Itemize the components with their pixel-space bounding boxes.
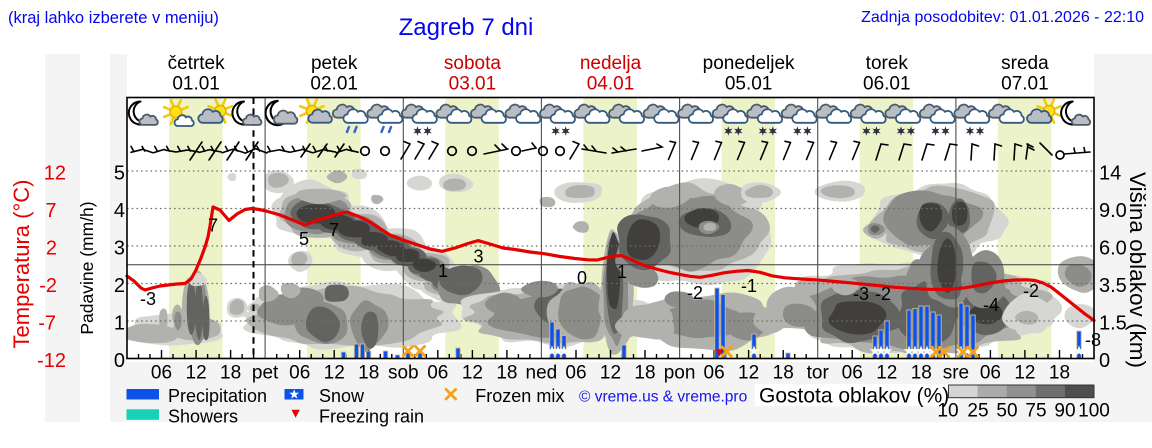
svg-text:10: 10 [937,401,958,422]
svg-text:50: 50 [996,401,1017,422]
svg-text:03.01: 03.01 [449,74,497,95]
svg-text:07.01: 07.01 [1001,74,1049,95]
svg-text:12: 12 [738,363,759,384]
svg-text:7: 7 [45,200,56,222]
svg-text:Frozen mix: Frozen mix [475,386,564,406]
svg-text:Zagreb 7 dni: Zagreb 7 dni [399,14,534,41]
svg-text:Freezing rain: Freezing rain [319,406,424,426]
svg-text:-2: -2 [687,283,703,303]
svg-text:1: 1 [617,262,627,282]
svg-text:05.01: 05.01 [725,74,773,95]
svg-text:nedelja: nedelja [580,53,642,74]
svg-text:3: 3 [473,247,483,267]
svg-text:0: 0 [1099,350,1110,372]
svg-text:7: 7 [329,220,339,240]
svg-text:Gostota oblakov (%): Gostota oblakov (%) [759,385,949,408]
svg-text:06: 06 [289,363,310,384]
svg-text:18: 18 [634,363,655,384]
svg-text:torek: torek [866,53,909,74]
svg-text:25: 25 [967,401,988,422]
svg-text:12: 12 [44,162,66,184]
svg-text:2: 2 [114,275,125,297]
svg-text:06: 06 [151,363,172,384]
svg-text:pet: pet [252,363,279,384]
svg-text:© vreme.us & vreme.pro: © vreme.us & vreme.pro [579,389,747,406]
svg-text:12: 12 [1014,363,1035,384]
svg-text:Precipitation: Precipitation [168,386,267,406]
svg-text:18: 18 [773,363,794,384]
svg-text:06: 06 [980,363,1001,384]
svg-text:12: 12 [876,363,897,384]
svg-text:12: 12 [186,363,207,384]
svg-text:7: 7 [208,216,218,236]
svg-text:-8: -8 [1085,330,1101,350]
svg-text:sre: sre [943,363,969,384]
svg-text:90: 90 [1054,401,1075,422]
svg-text:sob: sob [388,363,419,384]
svg-text:(kraj lahko izberete v meniju): (kraj lahko izberete v meniju) [8,9,219,27]
svg-text:18: 18 [496,363,517,384]
svg-text:četrtek: četrtek [168,53,226,74]
svg-text:3.5: 3.5 [1099,275,1127,297]
svg-text:Zadnja posodobitev: 01.01.2026: Zadnja posodobitev: 01.01.2026 - 22:10 [861,9,1144,26]
svg-text:04.01: 04.01 [587,74,635,95]
svg-text:sreda: sreda [1001,53,1049,74]
svg-text:1: 1 [438,261,448,281]
svg-text:06.01: 06.01 [863,74,911,95]
svg-text:-2: -2 [39,275,57,297]
svg-text:14: 14 [1099,162,1121,184]
svg-text:tor: tor [807,363,830,384]
svg-text:-3: -3 [140,289,156,309]
svg-text:sobota: sobota [444,53,501,74]
svg-text:4: 4 [114,200,125,222]
svg-text:Snow: Snow [319,386,365,406]
svg-text:2: 2 [46,237,57,259]
svg-text:-7: -7 [38,312,56,334]
svg-text:100: 100 [1078,401,1110,422]
svg-text:0: 0 [114,350,125,372]
svg-text:-2: -2 [1023,281,1039,301]
svg-text:06: 06 [842,363,863,384]
svg-text:06: 06 [565,363,586,384]
svg-text:-2: -2 [875,284,891,304]
svg-text:18: 18 [220,363,241,384]
svg-text:5: 5 [299,229,309,249]
svg-text:02.01: 02.01 [310,74,358,95]
svg-text:Temperatura (°C): Temperatura (°C) [9,180,34,349]
svg-text:Padavine (mm/h): Padavine (mm/h) [77,201,97,334]
svg-text:1.5: 1.5 [1099,312,1127,334]
svg-text:5: 5 [114,162,125,184]
svg-text:18: 18 [911,363,932,384]
svg-text:3: 3 [114,237,125,259]
svg-text:-12: -12 [37,350,66,372]
svg-text:12: 12 [324,363,345,384]
svg-text:12: 12 [462,363,483,384]
svg-text:18: 18 [358,363,379,384]
svg-text:01.01: 01.01 [172,74,220,95]
svg-text:12: 12 [600,363,621,384]
svg-text:9.0: 9.0 [1099,200,1127,222]
svg-text:Višina oblakov (km): Višina oblakov (km) [1125,172,1150,368]
svg-text:ponedeljek: ponedeljek [703,53,795,74]
svg-text:-3: -3 [853,284,869,304]
svg-text:0: 0 [577,268,587,288]
svg-text:-1: -1 [741,276,757,296]
svg-text:06: 06 [427,363,448,384]
svg-text:1: 1 [114,312,125,334]
svg-text:75: 75 [1025,401,1046,422]
svg-text:pon: pon [664,363,696,384]
svg-text:petek: petek [311,53,358,74]
svg-text:Showers: Showers [168,406,238,426]
svg-text:6.0: 6.0 [1099,237,1127,259]
svg-text:-4: -4 [983,295,999,315]
svg-text:ned: ned [526,363,558,384]
svg-text:06: 06 [704,363,725,384]
svg-text:18: 18 [1049,363,1070,384]
